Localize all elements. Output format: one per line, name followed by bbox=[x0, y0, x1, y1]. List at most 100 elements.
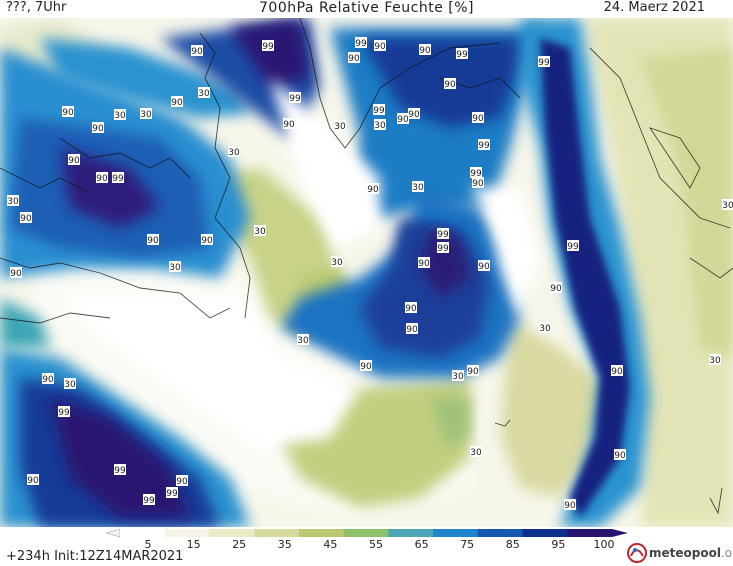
contour-label-text: 30 bbox=[722, 201, 733, 211]
contour-label: 99 bbox=[114, 464, 126, 476]
contour-label: 99 bbox=[166, 487, 178, 499]
contour-label: 30 bbox=[722, 199, 733, 211]
colorbar-tick-label: 55 bbox=[369, 538, 383, 549]
contour-label: 30 bbox=[452, 370, 464, 382]
logo-icon bbox=[627, 543, 647, 563]
contour-label: 90 bbox=[283, 118, 295, 130]
contour-label: 30 bbox=[198, 87, 210, 99]
contour-label: 30 bbox=[140, 108, 152, 120]
contour-label: 90 bbox=[68, 154, 80, 166]
contour-label-text: 90 bbox=[10, 269, 22, 279]
logo-name: meteopool bbox=[649, 546, 721, 560]
colorbar-segment bbox=[477, 529, 524, 537]
contour-label: 90 bbox=[360, 360, 372, 372]
contour-label-text: 99 bbox=[456, 50, 468, 60]
contour-label-text: 90 bbox=[367, 185, 379, 195]
colorbar-segment bbox=[343, 529, 389, 537]
contour-label-text: 90 bbox=[408, 110, 420, 120]
contour-label: 30 bbox=[254, 225, 266, 237]
contour-label: 30 bbox=[412, 181, 424, 193]
contour-label-text: 99 bbox=[143, 496, 155, 506]
contour-label-text: 99 bbox=[437, 244, 449, 254]
contour-label-text: 90 bbox=[68, 156, 80, 166]
contour-label-text: 90 bbox=[614, 451, 626, 461]
humidity-colorbar: 5 15 25 35 45 55 65 75 85 95 100 bbox=[105, 528, 628, 549]
contour-label-text: 90 bbox=[406, 325, 418, 335]
contour-label-text: 30 bbox=[140, 110, 152, 120]
contour-label: 99 bbox=[289, 92, 301, 104]
contour-label: 99 bbox=[437, 242, 449, 254]
contour-label-text: 30 bbox=[452, 372, 464, 382]
colorbar-tick-label: 45 bbox=[323, 538, 337, 549]
contour-label: 99 bbox=[262, 40, 274, 52]
contour-label-text: 90 bbox=[191, 47, 203, 57]
contour-label: 90 bbox=[171, 96, 183, 108]
map-header: ???, 7Uhr 700hPa Relative Feuchte [%] 24… bbox=[0, 0, 733, 18]
contour-label-text: 90 bbox=[42, 375, 54, 385]
colorbar-tick-label: 35 bbox=[278, 538, 292, 549]
contour-label-text: 90 bbox=[472, 179, 484, 189]
contour-label-text: 30 bbox=[334, 122, 346, 132]
contour-label-text: 90 bbox=[374, 42, 386, 52]
contour-label: 90 bbox=[444, 78, 456, 90]
contour-label: 30 bbox=[470, 446, 482, 458]
contour-label-text: 30 bbox=[64, 380, 76, 390]
contour-label: 30 bbox=[297, 334, 309, 346]
colorbar-tick-label: 95 bbox=[551, 538, 565, 549]
contour-label: 30 bbox=[334, 120, 346, 132]
contour-label-text: 90 bbox=[397, 115, 409, 125]
meteopool-logo[interactable]: meteopool.org bbox=[627, 543, 733, 565]
colorbar-segment bbox=[120, 529, 166, 537]
contour-label-text: 99 bbox=[538, 58, 550, 68]
contour-label-text: 90 bbox=[96, 174, 108, 184]
forecast-date: 24. Maerz 2021 bbox=[603, 0, 705, 15]
contour-label: 90 bbox=[550, 282, 562, 294]
contour-label-text: 90 bbox=[92, 124, 104, 134]
contour-label-text: 90 bbox=[201, 236, 213, 246]
forecast-time-label: ???, 7Uhr bbox=[6, 0, 67, 15]
contour-label: 90 bbox=[478, 260, 490, 272]
contour-label: 99 bbox=[112, 172, 124, 184]
contour-label: 90 bbox=[42, 373, 54, 385]
contour-label: 30 bbox=[539, 322, 551, 334]
contour-label: 30 bbox=[64, 378, 76, 390]
contour-label: 90 bbox=[62, 106, 74, 118]
contour-label-text: 99 bbox=[289, 94, 301, 104]
contour-label-text: 90 bbox=[171, 98, 183, 108]
contour-label: 99 bbox=[538, 56, 550, 68]
contour-label-text: 90 bbox=[348, 54, 360, 64]
contour-label: 30 bbox=[228, 146, 240, 158]
contour-label-text: 30 bbox=[7, 197, 19, 207]
contour-label: 99 bbox=[470, 167, 482, 179]
contour-label-text: 99 bbox=[114, 466, 126, 476]
contour-label: 99 bbox=[567, 240, 579, 252]
contour-label: 90 bbox=[472, 112, 484, 124]
contour-label: 30 bbox=[709, 354, 721, 366]
contour-label-text: 90 bbox=[478, 262, 490, 272]
contour-label-text: 99 bbox=[166, 489, 178, 499]
map-title: 700hPa Relative Feuchte [%] bbox=[259, 0, 474, 16]
contour-label: 90 bbox=[564, 499, 576, 511]
contour-label: 90 bbox=[348, 52, 360, 64]
contour-label-text: 30 bbox=[254, 227, 266, 237]
contour-label: 30 bbox=[114, 109, 126, 121]
contour-label: 99 bbox=[373, 104, 385, 116]
colorbar-segment bbox=[298, 529, 345, 537]
contour-label-text: 30 bbox=[331, 258, 343, 268]
contour-label-text: 99 bbox=[373, 106, 385, 116]
logo-suffix: .org bbox=[720, 546, 733, 560]
contour-label: 99 bbox=[456, 48, 468, 60]
contour-label-text: 30 bbox=[470, 448, 482, 458]
contour-label-text: 90 bbox=[20, 214, 32, 224]
contour-label: 30 bbox=[169, 261, 181, 273]
contour-label-text: 99 bbox=[112, 174, 124, 184]
contour-label: 90 bbox=[96, 172, 108, 184]
contour-label: 99 bbox=[478, 139, 490, 151]
contour-label-text: 90 bbox=[62, 108, 74, 118]
contour-label-text: 90 bbox=[611, 367, 623, 377]
contour-label: 99 bbox=[355, 37, 367, 49]
colorbar-segment bbox=[522, 529, 568, 537]
contour-label-text: 90 bbox=[360, 362, 372, 372]
